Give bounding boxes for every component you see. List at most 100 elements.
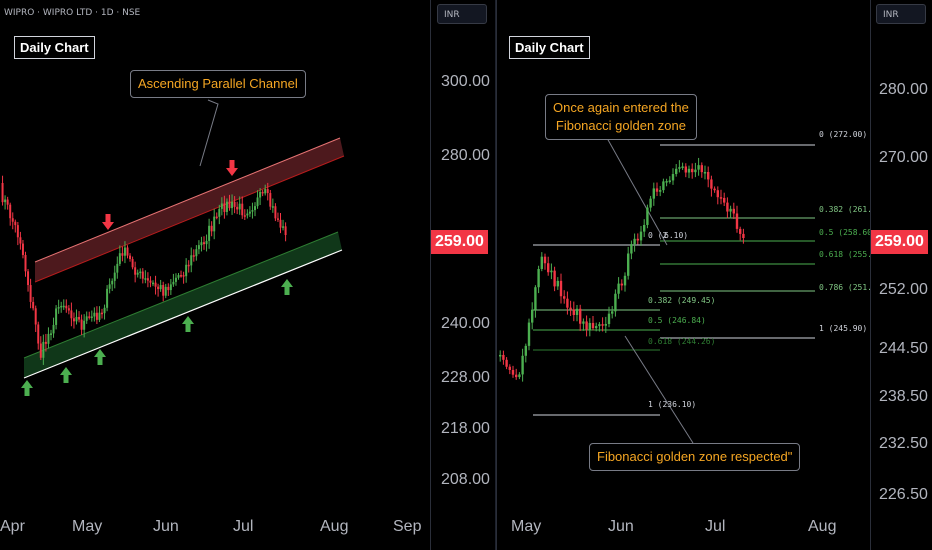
candle-body [604,324,607,326]
currency-button[interactable]: INR [437,4,487,24]
candle-body [83,320,86,330]
arrow-down-icon [226,168,238,176]
candle-body [700,165,703,173]
price-tick: 208.00 [441,471,490,488]
fib-label: 0.618 (255.55) [819,250,887,259]
x-tick-aug: Aug [320,518,349,535]
candle-body [70,310,73,319]
candle-body [164,286,167,296]
right-chart-pane[interactable]: Daily Chart Once again entered the Fibon… [496,0,886,550]
candle-body [192,255,195,257]
candle-body [254,206,256,211]
candle-body [233,201,236,207]
left-chart-canvas[interactable] [0,0,430,550]
callout-pointer [606,137,668,246]
candle-body [527,322,531,346]
daily-chart-label: Daily Chart [509,36,590,59]
daily-chart-label: Daily Chart [14,36,95,59]
candle-body [218,208,221,217]
fib-label: 0.382 (249.45) [648,296,716,305]
pane-divider[interactable] [494,0,496,550]
candle-body [269,193,272,207]
candle-body [274,206,277,219]
candle-body [190,255,193,266]
candle-body [611,311,614,314]
candle-body [225,201,228,212]
candle-body [697,165,700,170]
candle-body [694,169,697,173]
fib-label: 0 (272.00) [819,130,868,139]
channel-lower-inner [23,231,339,359]
candle-body [556,280,559,287]
candle-body [182,275,185,277]
candle-body [662,181,665,191]
candle-body [1,183,4,203]
candle-body [579,308,582,324]
candle-body [162,285,165,296]
fib-respected-callout: Fibonacci golden zone respected" [589,443,801,471]
candle-body [154,282,157,287]
candle-body [601,324,604,326]
candle-body [550,270,553,273]
candle-body [146,278,149,281]
candle-body [659,190,662,192]
x-tick-may: May [511,518,542,535]
candle-body [534,287,537,310]
symbol-info[interactable]: WIPRO · WIPRO LTD · 1D · NSE [4,8,141,18]
x-tick-sep: Sep [393,518,422,535]
price-tick: 280.00 [441,147,490,164]
candle-body [505,359,508,367]
candle-body [215,216,218,219]
last-price-tag: 259.00 [431,230,488,254]
price-tick: 232.50 [879,435,928,452]
candle-body [16,225,19,238]
arrow-up-icon [182,316,194,324]
candle-body [57,307,60,309]
candle-body [62,305,65,308]
candle-body [713,188,716,191]
candle-body [65,305,68,309]
candle-body [668,180,671,182]
candle-body [617,283,620,294]
candle-body [655,188,659,192]
candle-body [113,272,116,281]
candle-body [238,203,241,210]
left-chart-pane[interactable]: WIPRO · WIPRO LTD · 1D · NSE Daily Chart… [0,0,430,550]
currency-button[interactable]: INR [876,4,926,24]
candle-body [675,168,678,175]
candle-body [195,249,198,257]
candle-body [220,203,223,209]
candle-body [687,168,691,173]
candle-body [276,218,279,220]
right-price-axis[interactable]: INR 280.00 270.00 259.00 252.00 244.50 2… [870,0,932,550]
arrow-stem [97,357,103,365]
candle-body [131,259,134,268]
candle-body [719,197,723,199]
candle-body [159,285,162,290]
candle-body [108,284,111,289]
candle-body [157,286,160,290]
candle-body [72,318,75,322]
candle-body [643,224,646,232]
candle-body [177,275,180,278]
candle-body [531,309,534,323]
candle-body [141,271,144,279]
candle-body [543,256,547,264]
candle-body [627,253,630,276]
candle-body [620,283,623,286]
candle-body [134,267,137,275]
right-chart-canvas[interactable] [497,0,871,550]
candle-body [279,219,282,228]
candle-body [636,238,639,241]
candle-body [563,296,566,299]
candle-body [588,322,591,330]
candle-body [256,197,259,207]
fib-entry-callout: Once again entered the Fibonacci golden … [545,94,697,140]
candle-body [703,172,707,174]
candle-body [716,190,719,198]
candle-body [55,308,58,325]
candle-body [213,216,216,232]
left-price-axis[interactable]: INR 300.00 280.00 259.00 240.00 228.00 2… [430,0,495,550]
candle-body [259,191,262,198]
candle-body [726,202,729,212]
